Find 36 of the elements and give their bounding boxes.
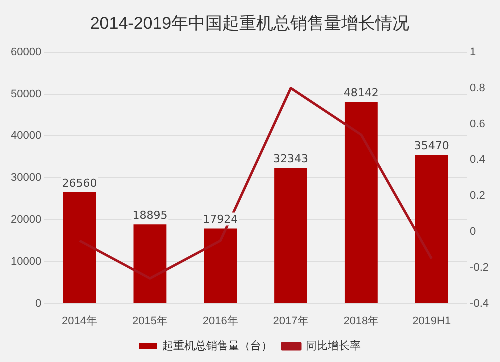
data-label: 17924 — [203, 213, 238, 226]
y2-tick-label: 0 — [470, 226, 476, 238]
data-label: 26560 — [62, 176, 98, 190]
bar — [415, 155, 448, 304]
y-tick-label: 50000 — [10, 88, 42, 100]
y-tick-label: 0 — [35, 298, 42, 310]
x-tick-label: 2019H1 — [412, 315, 452, 328]
bar — [274, 168, 308, 304]
x-tick-label: 2016年 — [202, 315, 238, 328]
data-label: 32343 — [274, 152, 309, 166]
chart-title: 2014-2019年中国起重机总销售量增长情况 — [90, 14, 410, 33]
data-label: 18895 — [132, 208, 168, 222]
y-tick-label: 10000 — [10, 256, 42, 268]
y2-tick-label: -0.2 — [470, 262, 490, 274]
y-tick-label: 20000 — [10, 214, 42, 226]
y2-tick-label: 0.2 — [470, 190, 486, 202]
x-tick-label: 2014年 — [62, 315, 98, 328]
x-tick-label: 2017年 — [273, 315, 309, 328]
bar — [134, 224, 167, 304]
y2-tick-label: 0.4 — [470, 154, 486, 166]
y2-tick-label: -0.4 — [470, 298, 490, 310]
legend-label: 同比增长率 — [306, 340, 361, 353]
data-label: 48142 — [344, 86, 379, 100]
legend-label: 起重机总销售量（台） — [162, 340, 272, 353]
y-tick-label: 60000 — [10, 46, 42, 58]
y-tick-label: 40000 — [10, 130, 42, 142]
x-tick-label: 2015年 — [132, 315, 168, 328]
bar — [204, 228, 238, 304]
x-tick-label: 2018年 — [344, 315, 380, 328]
y2-tick-label: 0.6 — [470, 118, 486, 130]
y-tick-label: 30000 — [10, 172, 42, 184]
y2-tick-label: 0.8 — [470, 82, 486, 94]
bar — [344, 102, 378, 304]
bar — [63, 192, 96, 304]
y2-tick-label: 1 — [470, 46, 476, 58]
data-label: 35470 — [414, 140, 450, 153]
